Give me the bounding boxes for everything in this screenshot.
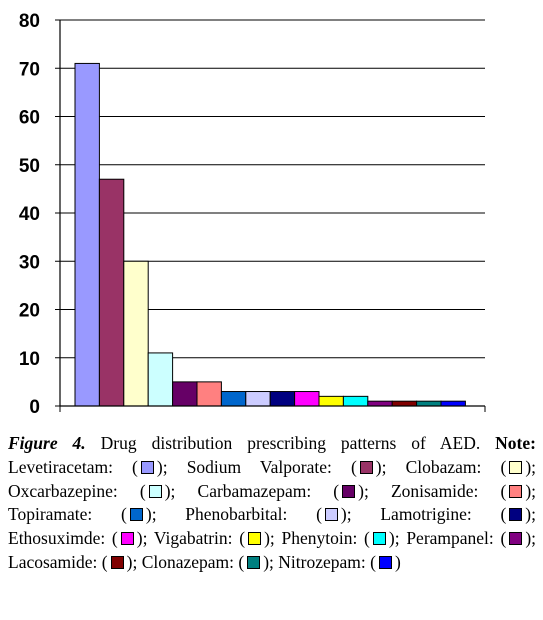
legend-label: Topiramate:	[8, 504, 93, 525]
legend-separator: ;	[394, 528, 400, 549]
legend-label: Levetiracetam:	[8, 456, 113, 477]
bar-vigabatrin	[318, 395, 344, 407]
legend-swatch	[509, 508, 523, 522]
legend-swatch	[372, 532, 386, 546]
legend-entry: Vigabatrin: ();	[153, 528, 275, 549]
legend-separator: ;	[269, 551, 274, 572]
legend-entry: Phenobarbital: ();	[185, 504, 352, 525]
bar-levetiracetam	[74, 62, 100, 407]
legend-label: Clonazepam:	[141, 551, 235, 572]
caption-note: Note:	[495, 433, 536, 453]
legend-label: Oxcarbazepine:	[8, 480, 118, 501]
legend-entry: Sodium Valporate: ();	[186, 456, 387, 477]
legend-swatch	[110, 555, 124, 569]
legend-separator: ;	[346, 504, 352, 525]
legend-entry: Levetiracetam: ();	[8, 456, 168, 477]
legend-entry: Lacosamide: ();	[8, 551, 138, 572]
legend-entry: Perampanel: ();	[406, 528, 537, 549]
legend-entry: Clobazam: ();	[405, 456, 537, 477]
legend-label: Lamotrigine:	[380, 504, 472, 525]
legend-separator: ;	[162, 456, 168, 477]
legend-swatch	[120, 532, 134, 546]
legend-swatch	[509, 460, 523, 474]
y-tick-label: 40	[19, 204, 40, 225]
legend-label: Clobazam:	[405, 456, 482, 477]
bar-topiramate	[220, 391, 247, 407]
y-tick-label: 30	[19, 252, 40, 273]
legend-separator: ;	[531, 504, 536, 525]
y-tick-label: 50	[19, 156, 40, 177]
legend-separator: ;	[381, 456, 387, 477]
legend-entry: Nitrozepam: ()	[278, 551, 401, 572]
bar-zonisamide	[196, 381, 222, 407]
bar-clonazepam	[416, 400, 442, 407]
legend-entry: Phenytoin: ();	[281, 528, 400, 549]
y-tick-label: 20	[19, 301, 40, 322]
legend-label: Zonisamide:	[390, 480, 479, 501]
bar-carbamazepam	[172, 381, 198, 407]
legend-label: Nitrozepam:	[278, 551, 366, 572]
bar-nitrozepam	[440, 400, 466, 407]
bar-phenytoin	[342, 395, 369, 407]
legend-swatch	[378, 555, 392, 569]
y-tick-label: 10	[19, 349, 40, 370]
y-tick-label: 80	[19, 11, 40, 32]
caption-lead: Figure 4.	[8, 433, 86, 453]
legend-swatch	[509, 532, 523, 546]
y-tick-label: 0	[29, 397, 40, 418]
legend-entry: Zonisamide: ();	[390, 480, 537, 501]
caption-text: Drug distribution prescribing patterns o…	[85, 433, 496, 453]
legend-entry: Lamotrigine: ();	[380, 504, 536, 525]
legend-entry: Carbamazepam: ();	[197, 480, 369, 501]
legend-entry: Oxcarbazepine: ();	[8, 480, 176, 501]
y-tick-label: 70	[19, 59, 40, 80]
legend-separator: ;	[170, 480, 176, 501]
bar-oxcarbazepine	[147, 352, 174, 407]
bar-perampanel	[367, 400, 393, 407]
legend-label: Perampanel:	[406, 528, 494, 549]
bar-clobazam	[123, 260, 149, 407]
legend: Levetiracetam: (); Sodium Valporate: ();…	[8, 457, 536, 572]
legend-swatch	[324, 508, 338, 522]
legend-swatch	[140, 460, 154, 474]
legend-separator: ;	[151, 504, 157, 525]
legend-label: Sodium Valporate:	[186, 456, 332, 477]
legend-swatch	[247, 555, 261, 569]
bar-chart: 0 10 20 30 40 50 60 70 80	[19, 11, 486, 418]
legend-label: Ethosuximde:	[8, 528, 106, 549]
y-tick-label: 60	[19, 108, 40, 129]
legend-separator: ;	[363, 480, 369, 501]
legend-entry: Topiramate: ();	[8, 504, 157, 525]
legend-separator: ;	[132, 551, 138, 572]
legend-label: Vigabatrin:	[153, 528, 233, 549]
bar-sodium-valporate	[98, 178, 125, 407]
y-axis-ticks: 0 10 20 30 40 50 60 70 80	[19, 11, 60, 418]
bar-ethosuximde	[294, 391, 320, 407]
legend-swatch	[248, 532, 262, 546]
figure-caption: Figure 4. Drug distribution prescribing …	[8, 432, 536, 575]
legend-entry: Clonazepam: ();	[141, 551, 274, 572]
legend-swatch	[129, 508, 143, 522]
legend-separator: ;	[531, 456, 537, 477]
legend-separator: ;	[269, 528, 275, 549]
legend-swatch	[148, 484, 162, 498]
legend-separator: ;	[142, 528, 148, 549]
bar-lamotrigine	[269, 391, 296, 407]
legend-swatch	[359, 460, 373, 474]
legend-swatch	[509, 484, 523, 498]
legend-swatch	[342, 484, 356, 498]
legend-label: Phenytoin:	[281, 528, 358, 549]
bars	[74, 62, 466, 407]
x-axis-ticks	[59, 406, 486, 412]
bar-lacosamide	[391, 400, 418, 407]
legend-separator: ;	[531, 528, 537, 549]
legend-label: Phenobarbital:	[185, 504, 288, 525]
legend-label: Carbamazepam:	[197, 480, 312, 501]
legend-separator: ;	[531, 480, 537, 501]
legend-entry: Ethosuximde: ();	[8, 528, 148, 549]
bar-phenobarbital	[245, 391, 271, 407]
legend-label: Lacosamide:	[8, 551, 98, 572]
